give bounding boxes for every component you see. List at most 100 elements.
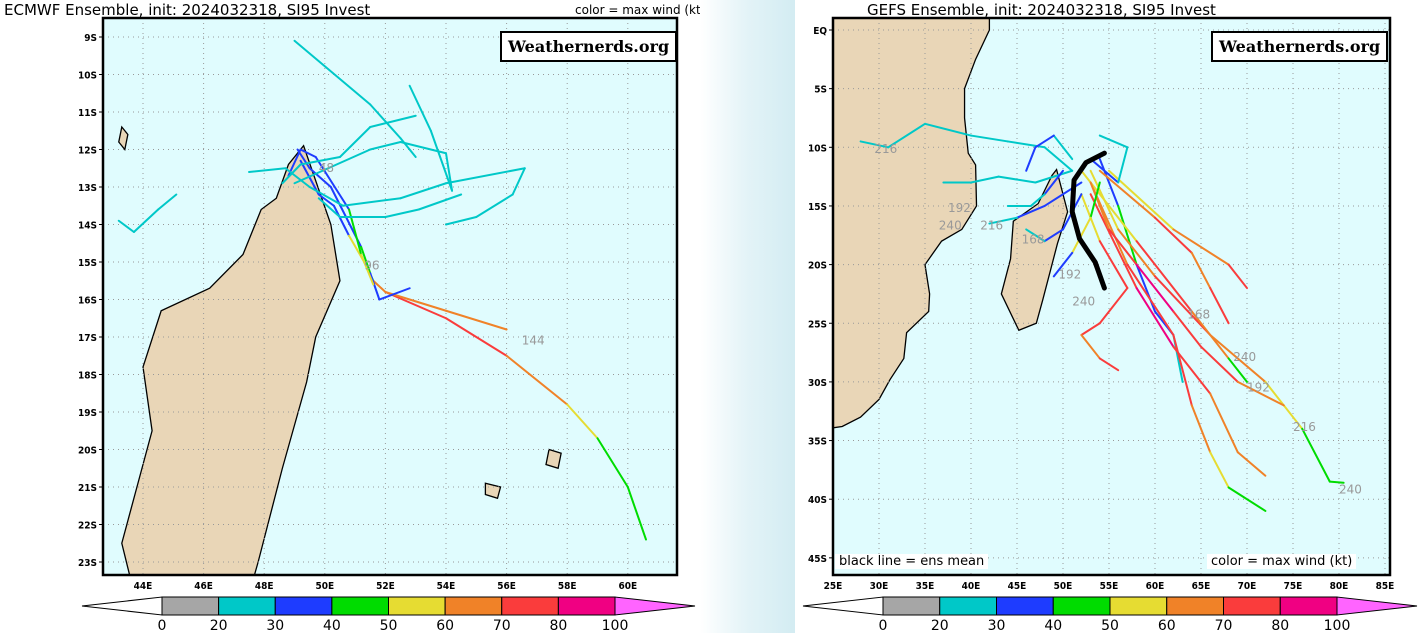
track-segment <box>384 291 447 312</box>
track-segment <box>1190 404 1212 454</box>
colorbar-min-arrow <box>802 596 884 616</box>
track-segment <box>284 167 311 188</box>
lon-label: 70E <box>1238 581 1257 592</box>
track-segment <box>1135 287 1175 348</box>
gefs-panel: GEFS Ensemble, init: 2024032318, SI95 In… <box>795 0 1422 633</box>
colorbar-bin <box>557 596 616 616</box>
track-segment <box>317 197 341 218</box>
track-segment <box>1172 345 1212 395</box>
track-segment <box>1098 158 1120 207</box>
track-segment <box>445 317 508 357</box>
track-segment <box>1117 146 1129 184</box>
track-segment <box>1172 228 1230 266</box>
track-segment <box>1089 181 1101 219</box>
lat-label: 17S <box>78 333 97 344</box>
colorbar-bin <box>501 596 559 616</box>
lat-label: 23S <box>78 558 97 569</box>
colorbar-label: 30 <box>988 618 1006 633</box>
lon-label: 25E <box>824 581 843 592</box>
track-segment <box>299 159 320 196</box>
track-segment <box>1080 333 1101 360</box>
track-segment <box>293 148 372 185</box>
lat-label: EQ <box>813 26 827 37</box>
panel-divider <box>700 0 795 633</box>
track-segment <box>384 208 420 218</box>
track-segment <box>1098 169 1156 219</box>
track-segment <box>399 137 417 158</box>
track-segment <box>117 219 135 233</box>
lat-label: 18S <box>78 371 97 382</box>
track-segment <box>1227 357 1248 383</box>
colorbar-label: 40 <box>323 618 341 633</box>
lat-label: 12S <box>78 146 97 157</box>
lon-label: 46E <box>194 581 213 592</box>
colorbar-min-arrow <box>81 596 163 616</box>
colorbar-bin <box>218 596 276 616</box>
lat-label: 21S <box>78 483 97 494</box>
lon-label: 60E <box>618 581 637 592</box>
lat-label: 40S <box>808 495 827 506</box>
track-segment <box>1052 251 1074 278</box>
track-segment <box>1172 333 1193 407</box>
track-hour-label: 192 <box>948 201 971 215</box>
track-segment <box>384 291 447 320</box>
track-segment <box>1190 310 1230 360</box>
track-segment <box>1089 158 1120 184</box>
track-segment <box>1025 146 1037 172</box>
track-segment <box>281 163 302 185</box>
lon-label: 30E <box>870 581 889 592</box>
track-segment <box>408 84 432 132</box>
track-hour-label: 240 <box>1339 482 1362 496</box>
track-hour-label: 48 <box>319 161 334 175</box>
track-segment <box>1200 345 1239 383</box>
lat-label: 15S <box>78 258 97 269</box>
track-segment <box>924 122 972 137</box>
track-segment <box>417 193 463 211</box>
lat-label: 22S <box>78 521 97 532</box>
track-segment <box>1209 333 1267 383</box>
lon-label: 65E <box>1192 581 1211 592</box>
track-segment <box>1098 287 1129 325</box>
lat-label: 15S <box>808 202 827 213</box>
track-segment <box>308 186 344 207</box>
track-hour-label: 96 <box>364 259 379 273</box>
lon-label: 45E <box>1008 581 1027 592</box>
colorbar-max-arrow <box>1336 596 1418 616</box>
lat-label: 35S <box>808 437 827 448</box>
lat-label: 20S <box>78 446 97 457</box>
track-segment <box>1236 451 1267 477</box>
land <box>121 144 341 575</box>
track-segment <box>308 167 332 188</box>
map-frame <box>831 16 1392 577</box>
colorbar-label: 70 <box>493 618 511 633</box>
ecmwf-title: ECMWF Ensemble, init: 2024032318, SI95 I… <box>4 1 371 19</box>
track-segment <box>299 156 341 166</box>
ecmwf-panel: ECMWF Ensemble, init: 2024032318, SI95 I… <box>0 0 705 633</box>
track-segment <box>332 204 351 237</box>
track-segment <box>475 193 514 218</box>
land <box>118 125 129 151</box>
gefs-watermark: Weathernerds.org <box>1211 31 1389 62</box>
map-content: 216 192 240 216 168 192 240 168 240 192 216 240 <box>833 18 1390 575</box>
track-segment <box>429 129 454 192</box>
track-segment <box>372 279 387 293</box>
map-frame <box>101 16 679 577</box>
track-hour-label: 216 <box>1293 420 1316 434</box>
lat-label: 19S <box>78 408 97 419</box>
track-hour-label: 240 <box>1072 295 1095 309</box>
colorbar-label: 60 <box>436 618 454 633</box>
lat-label: 11S <box>78 108 97 119</box>
track-segment <box>596 437 629 488</box>
track-segment <box>1052 134 1074 161</box>
track-segment <box>1236 380 1285 407</box>
lon-label: 40E <box>962 581 981 592</box>
track-segment <box>1043 228 1064 243</box>
lat-label: 9S <box>84 33 97 44</box>
track-hour-label: 240 <box>939 218 962 232</box>
track-segment <box>445 152 454 192</box>
track-segment <box>317 193 335 207</box>
land <box>833 18 991 429</box>
track-segment <box>314 156 351 211</box>
lat-label: 25S <box>808 319 827 330</box>
lon-label: 48E <box>255 581 274 592</box>
